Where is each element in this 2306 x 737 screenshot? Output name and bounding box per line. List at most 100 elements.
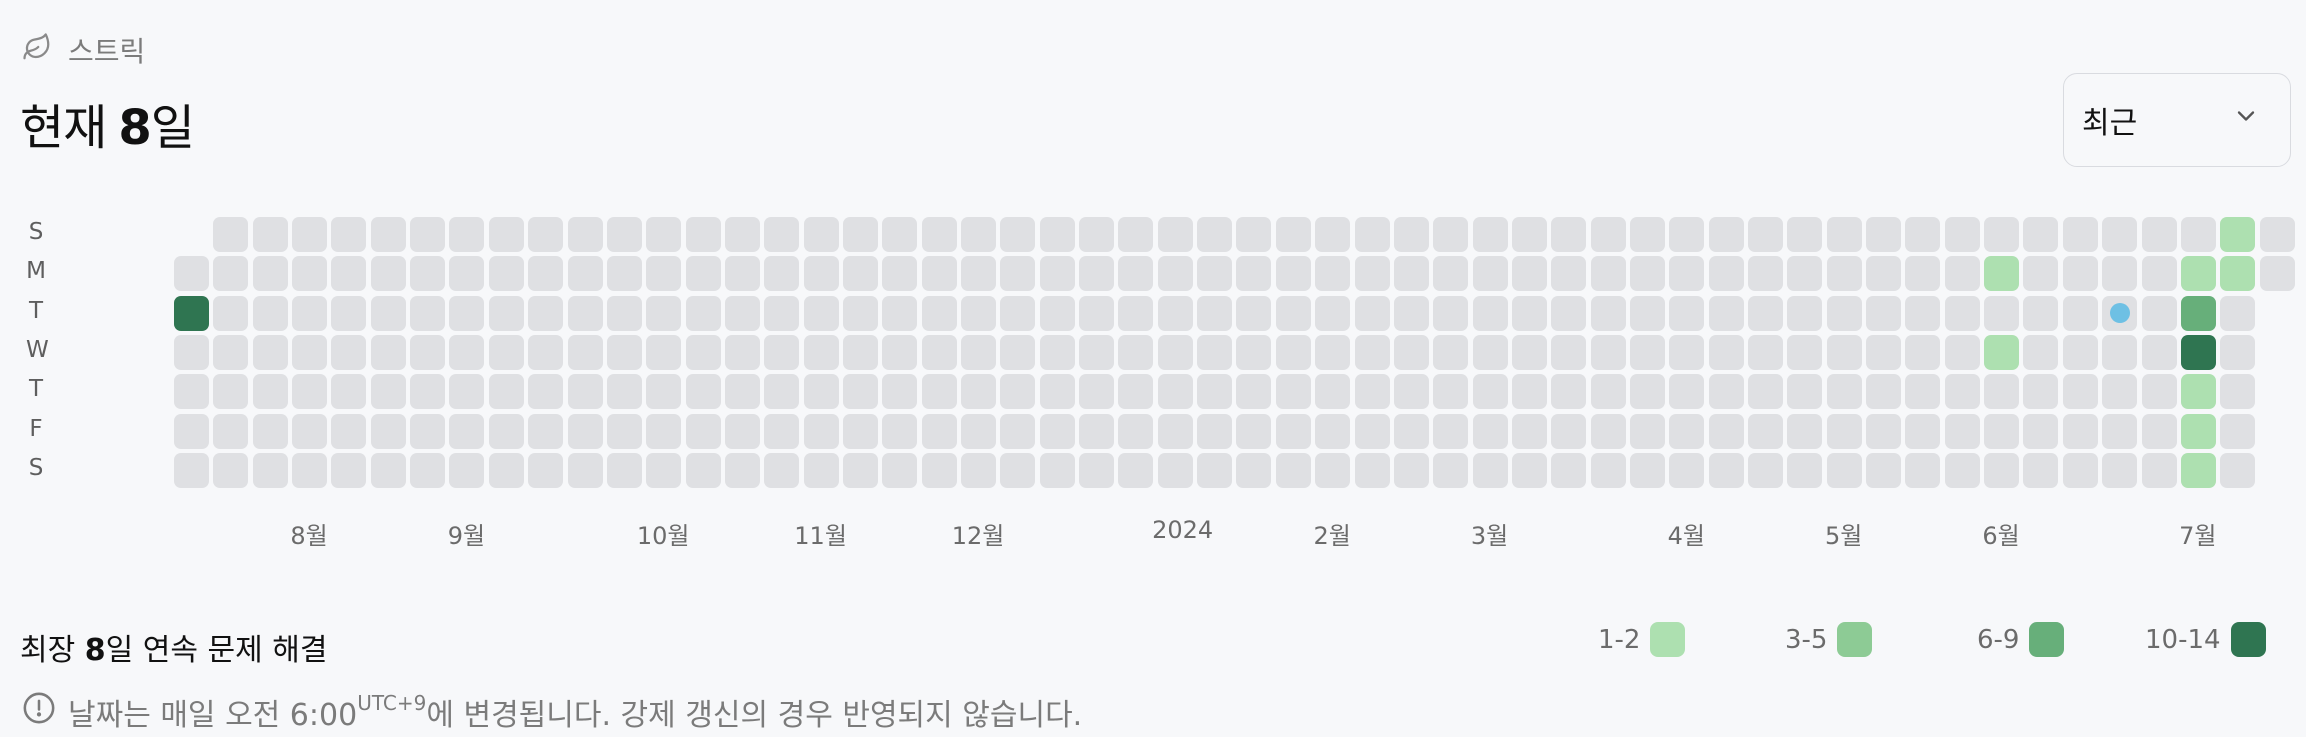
streak-cell[interactable]	[1669, 413, 1705, 449]
streak-cell[interactable]	[646, 453, 682, 489]
streak-cell[interactable]	[1118, 295, 1154, 331]
streak-cell[interactable]	[2062, 413, 2098, 449]
streak-cell[interactable]	[370, 295, 406, 331]
streak-cell[interactable]	[685, 256, 721, 292]
streak-cell[interactable]	[1590, 295, 1626, 331]
streak-cell[interactable]	[2259, 256, 2295, 292]
streak-cell[interactable]	[1157, 217, 1193, 252]
streak-cell[interactable]	[1275, 217, 1311, 252]
streak-cell[interactable]	[842, 217, 878, 252]
streak-cell[interactable]	[2062, 335, 2098, 371]
streak-cell[interactable]	[1354, 453, 1390, 489]
streak-cell[interactable]	[1551, 453, 1587, 489]
streak-cell[interactable]	[410, 453, 446, 489]
streak-cell[interactable]	[567, 453, 603, 489]
streak-cell[interactable]	[528, 453, 564, 489]
streak-cell[interactable]	[724, 217, 760, 252]
streak-cell[interactable]	[921, 217, 957, 252]
streak-cell[interactable]	[1944, 374, 1980, 410]
streak-cell[interactable]	[1511, 256, 1547, 292]
streak-cell[interactable]	[1866, 295, 1902, 331]
streak-cell[interactable]	[370, 413, 406, 449]
streak-cell[interactable]	[1748, 295, 1783, 331]
streak-cell[interactable]	[331, 413, 367, 449]
streak-cell[interactable]	[410, 256, 446, 292]
streak-cell[interactable]	[292, 335, 328, 371]
streak-cell[interactable]	[1629, 295, 1665, 331]
streak-cell[interactable]	[1275, 453, 1311, 489]
streak-cell[interactable]	[1315, 335, 1351, 371]
streak-cell[interactable]	[606, 256, 642, 292]
streak-cell[interactable]	[528, 256, 564, 292]
streak-cell[interactable]	[1511, 335, 1547, 371]
streak-cell[interactable]	[1590, 335, 1626, 371]
streak-cell[interactable]	[331, 335, 367, 371]
streak-cell[interactable]	[1590, 453, 1626, 489]
streak-cell[interactable]	[488, 217, 524, 252]
streak-cell[interactable]	[1551, 335, 1587, 371]
streak-cell[interactable]	[882, 335, 918, 371]
streak-cell[interactable]	[1393, 295, 1429, 331]
streak-cell[interactable]	[724, 335, 760, 371]
streak-cell[interactable]	[961, 256, 996, 292]
streak-cell[interactable]	[213, 256, 249, 292]
streak-cell[interactable]	[1157, 374, 1193, 410]
streak-cell[interactable]	[528, 335, 564, 371]
streak-cell[interactable]	[567, 413, 603, 449]
streak-cell[interactable]	[961, 453, 996, 489]
streak-cell[interactable]	[1551, 413, 1587, 449]
streak-cell[interactable]	[1039, 374, 1075, 410]
streak-cell[interactable]	[1826, 256, 1862, 292]
streak-cell[interactable]	[1472, 453, 1508, 489]
streak-cell[interactable]	[646, 295, 682, 331]
streak-cell[interactable]	[961, 413, 996, 449]
streak-cell[interactable]	[2062, 256, 2098, 292]
streak-cell[interactable]	[842, 295, 878, 331]
streak-cell[interactable]	[488, 413, 524, 449]
streak-cell[interactable]	[1275, 256, 1311, 292]
streak-cell[interactable]	[488, 295, 524, 331]
streak-cell[interactable]	[213, 413, 249, 449]
streak-cell[interactable]	[2023, 413, 2059, 449]
streak-cell[interactable]	[1157, 295, 1193, 331]
streak-cell[interactable]	[1511, 453, 1547, 489]
streak-cell[interactable]	[1315, 256, 1351, 292]
streak-cell[interactable]	[2141, 453, 2177, 489]
streak-cell[interactable]	[1039, 413, 1075, 449]
streak-cell[interactable]	[882, 295, 918, 331]
streak-cell[interactable]	[1197, 413, 1233, 449]
streak-cell[interactable]	[1433, 217, 1469, 252]
streak-cell[interactable]	[1511, 217, 1547, 252]
streak-cell[interactable]	[1748, 217, 1783, 252]
streak-cell[interactable]	[1275, 374, 1311, 410]
streak-cell[interactable]	[803, 374, 839, 410]
streak-cell[interactable]	[2220, 217, 2256, 252]
streak-cell[interactable]	[1315, 217, 1351, 252]
streak-cell[interactable]	[1157, 413, 1193, 449]
streak-cell[interactable]	[646, 374, 682, 410]
streak-cell[interactable]	[1511, 295, 1547, 331]
streak-cell[interactable]	[606, 295, 642, 331]
streak-cell[interactable]	[921, 374, 957, 410]
streak-cell[interactable]	[2102, 453, 2138, 489]
streak-cell[interactable]	[1984, 217, 2020, 252]
streak-cell[interactable]	[449, 256, 485, 292]
streak-cell[interactable]	[1748, 374, 1783, 410]
streak-cell[interactable]	[1905, 256, 1941, 292]
streak-cell[interactable]	[1236, 295, 1272, 331]
streak-cell[interactable]	[331, 256, 367, 292]
streak-cell[interactable]	[646, 217, 682, 252]
streak-cell[interactable]	[1905, 413, 1941, 449]
streak-cell[interactable]	[449, 413, 485, 449]
streak-cell[interactable]	[724, 374, 760, 410]
streak-cell[interactable]	[2141, 295, 2177, 331]
streak-cell[interactable]	[1354, 256, 1390, 292]
streak-cell[interactable]	[685, 453, 721, 489]
streak-cell[interactable]	[1472, 413, 1508, 449]
streak-cell[interactable]	[331, 453, 367, 489]
streak-cell[interactable]	[961, 217, 996, 252]
streak-cell[interactable]	[606, 374, 642, 410]
streak-cell[interactable]	[2023, 374, 2059, 410]
streak-cell[interactable]	[2062, 295, 2098, 331]
streak-cell[interactable]	[2141, 374, 2177, 410]
